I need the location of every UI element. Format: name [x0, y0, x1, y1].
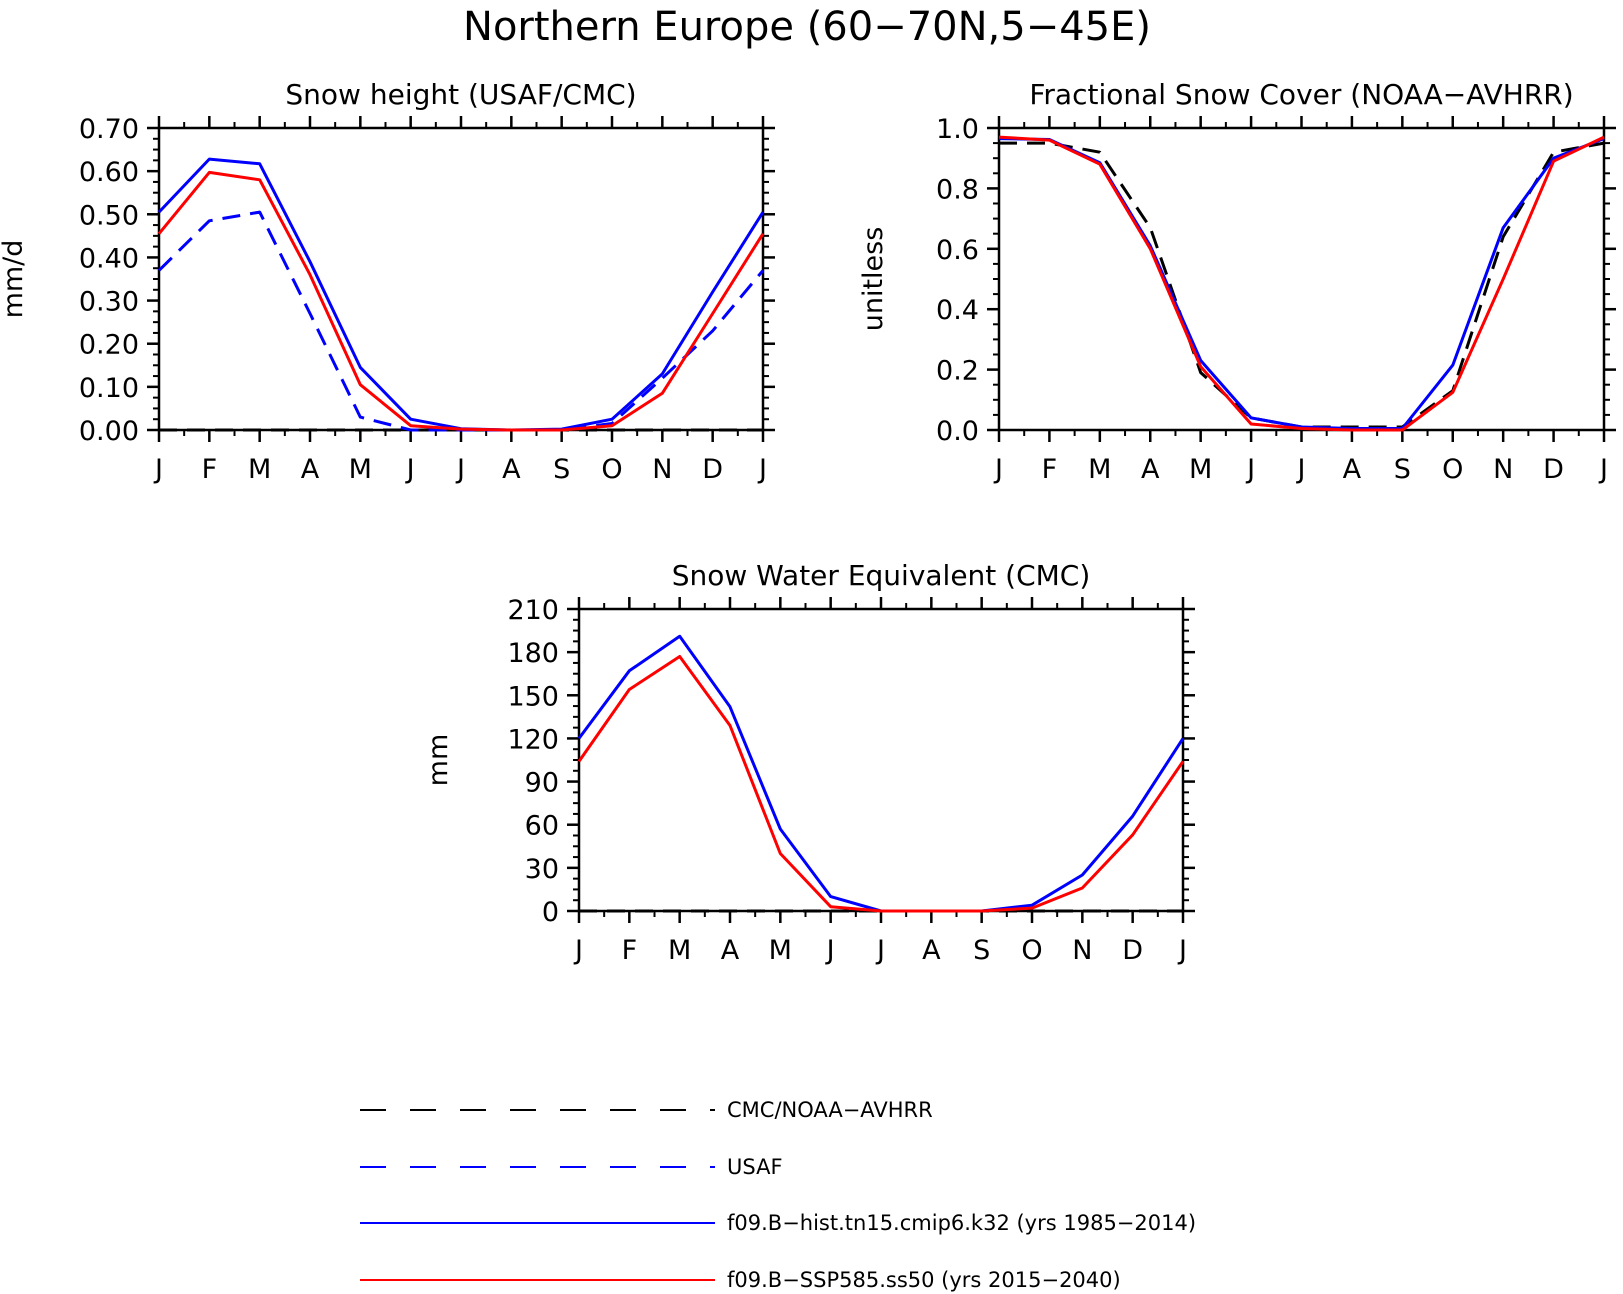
x-tick-label: S [553, 454, 570, 485]
series-line-hist [157, 157, 765, 432]
x-tick-label: F [1042, 454, 1058, 485]
y-tick-label: 180 [507, 638, 559, 669]
series-line-ssp [998, 135, 1605, 432]
plot-frame [577, 607, 1185, 913]
y-tick-label: 0.8 [936, 174, 979, 205]
x-tick-label: O [1442, 454, 1463, 485]
series-line-ssp [577, 655, 1185, 913]
y-tick-label: 0.2 [936, 356, 979, 387]
y-tick-label: 0.50 [79, 200, 139, 231]
x-tick-label: A [1343, 454, 1362, 485]
x-tick-label: S [1394, 454, 1411, 485]
x-tick-label: J [153, 454, 163, 485]
x-tick-label: N [652, 454, 672, 485]
panel-fractional-snow-cover: Fractional Snow Cover (NOAA−AVHRR) unitle… [858, 78, 1616, 485]
x-tick-label: J [405, 454, 415, 485]
y-tick-label: 0.00 [79, 416, 139, 447]
x-tick-label: F [622, 935, 638, 966]
x-tick-label: M [1189, 454, 1212, 485]
panel-title: Fractional Snow Cover (NOAA−AVHRR) [1029, 78, 1573, 111]
y-tick-label: 120 [507, 724, 559, 755]
x-tick-label: O [601, 454, 622, 485]
y-axis-label: mm/d [0, 240, 29, 319]
x-tick-label: M [769, 935, 792, 966]
x-tick-label: O [1021, 935, 1042, 966]
y-tick-label: 150 [507, 681, 559, 712]
legend: CMC/NOAA−AVHRR USAF f09.B−hist.tn15.cmip6.… [360, 1098, 1196, 1292]
x-tick-label: J [573, 935, 583, 966]
y-tick-label: 0.70 [79, 114, 139, 145]
y-tick-label: 210 [507, 595, 559, 626]
plot-frame [157, 126, 765, 432]
series-line-ssp [157, 170, 765, 432]
series-line-obs [999, 141, 1605, 429]
panel-title: Snow height (USAF/CMC) [285, 78, 636, 111]
x-tick-label: N [1072, 935, 1092, 966]
x-tick-label: F [202, 454, 218, 485]
x-tick-label: J [1296, 454, 1306, 485]
legend-label-usaf: USAF [727, 1155, 783, 1179]
x-tick-label: M [349, 454, 372, 485]
panel-snow-water-equivalent: Snow Water Equivalent (CMC)mmJ F M A M J J A S O N… [423, 559, 1195, 966]
y-tick-label: 0.20 [79, 330, 139, 361]
series-line-hist [998, 137, 1605, 430]
x-tick-label: M [1088, 454, 1111, 485]
y-tick-label: 1.0 [936, 114, 979, 145]
x-tick-label: J [825, 935, 835, 966]
y-axis-label: unitless [858, 227, 889, 332]
x-tick-label: J [1245, 454, 1255, 485]
x-tick-label: J [1177, 935, 1187, 966]
y-tick-label: 30 [525, 854, 559, 885]
y-tick-label: 0.30 [79, 287, 139, 318]
y-tick-label: 0.10 [79, 373, 139, 404]
panel-snow-height: Snow height (USAF/CMC)mm/dJ F M A M J J A S O N D J0… [0, 78, 775, 485]
x-tick-label: J [875, 935, 885, 966]
x-tick-label: J [993, 454, 1003, 485]
x-tick-label: D [702, 454, 723, 485]
legend-label-obs: CMC/NOAA−AVHRR [727, 1098, 933, 1122]
x-tick-label: A [502, 454, 521, 485]
x-tick-label: J [455, 454, 465, 485]
x-tick-label: D [1543, 454, 1564, 485]
legend-label-ssp: f09.B−SSP585.ss50 (yrs 2015−2040) [727, 1268, 1121, 1292]
x-tick-label: A [922, 935, 941, 966]
y-tick-label: 0.6 [936, 235, 979, 266]
x-tick-label: M [668, 935, 691, 966]
x-tick-label: J [1598, 454, 1608, 485]
x-tick-label: A [301, 454, 320, 485]
x-tick-label: A [721, 935, 740, 966]
x-tick-label: A [1141, 454, 1160, 485]
series-line-usaf [157, 210, 765, 432]
x-tick-label: D [1122, 935, 1143, 966]
y-tick-label: 0.60 [79, 157, 139, 188]
y-tick-label: 0 [542, 897, 559, 928]
y-tick-label: 60 [525, 811, 559, 842]
y-axis-label: mm [423, 734, 454, 787]
plot-frame [997, 126, 1606, 432]
panel-title: Snow Water Equivalent (CMC) [672, 559, 1091, 592]
x-tick-label: J [757, 454, 767, 485]
x-tick-label: S [973, 935, 990, 966]
y-tick-label: 0.40 [79, 243, 139, 274]
x-tick-label: M [248, 454, 271, 485]
series-line-hist [577, 634, 1185, 913]
y-tick-label: 0.0 [936, 416, 979, 447]
x-tick-label: N [1493, 454, 1513, 485]
y-tick-label: 0.4 [936, 295, 979, 326]
y-tick-label: 90 [525, 768, 559, 799]
legend-label-hist: f09.B−hist.tn15.cmip6.k32 (yrs 1985−2014… [727, 1211, 1196, 1235]
figure-title: Northern Europe (60−70N,5−45E) [463, 4, 1151, 50]
